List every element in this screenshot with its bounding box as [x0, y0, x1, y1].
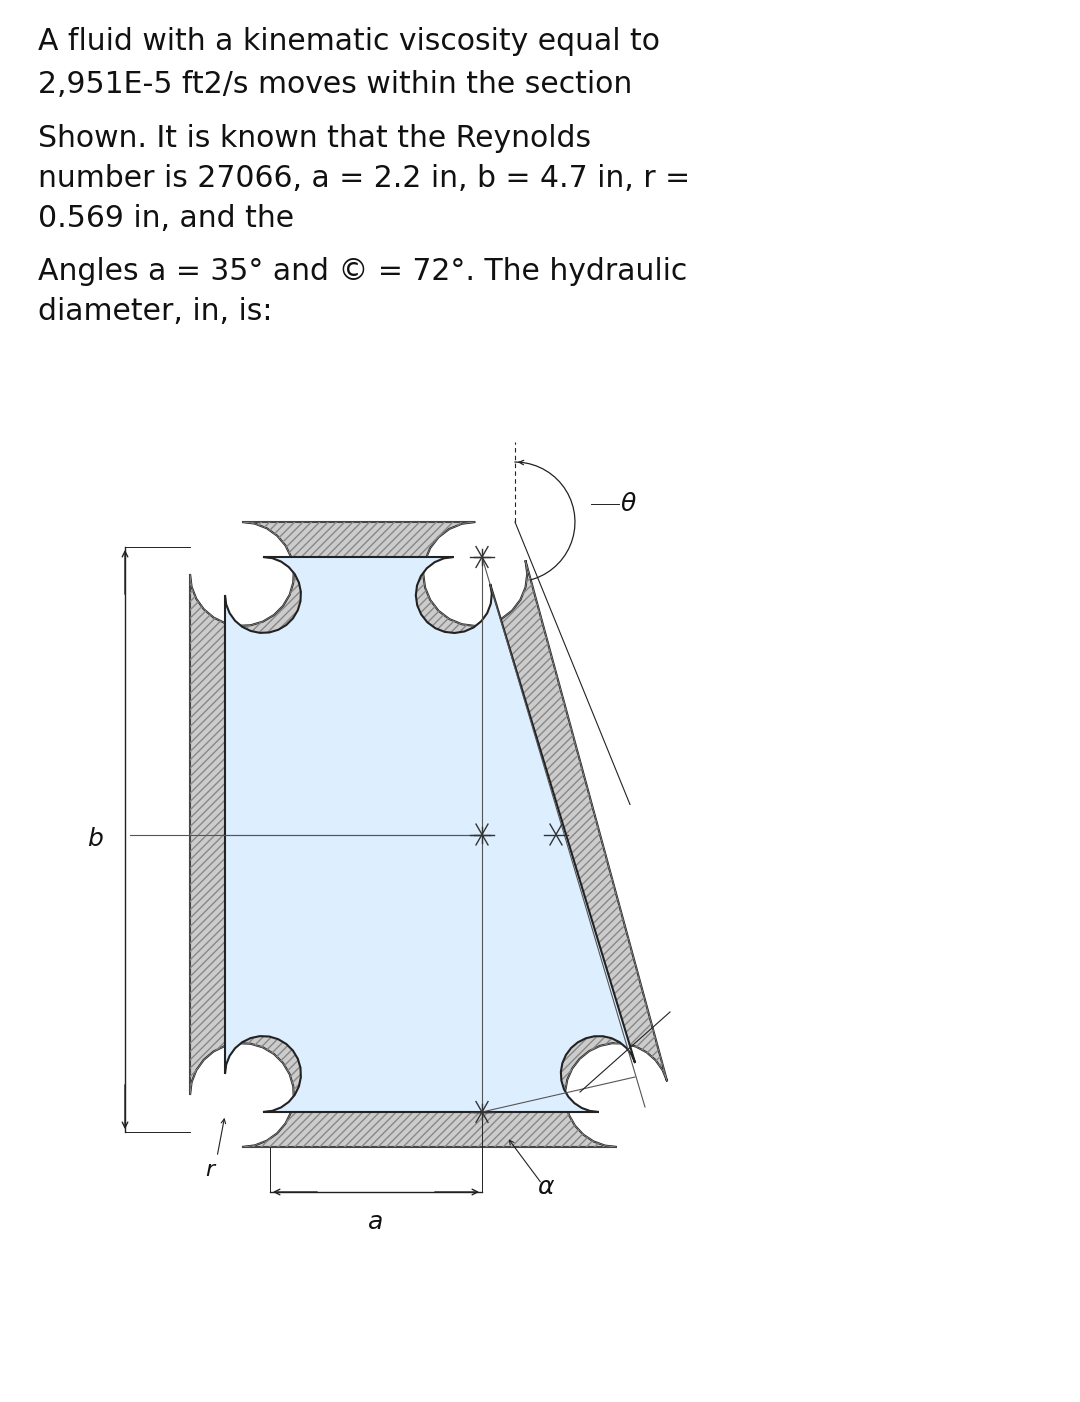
Text: A fluid with a kinematic viscosity equal to: A fluid with a kinematic viscosity equal…: [38, 27, 660, 56]
Text: Angles a = 35° and © = 72°. The hydraulic: Angles a = 35° and © = 72°. The hydrauli…: [38, 257, 687, 286]
Text: number is 27066, a = 2.2 in, b = 4.7 in, r =: number is 27066, a = 2.2 in, b = 4.7 in,…: [38, 164, 690, 193]
Text: diameter, in, is:: diameter, in, is:: [38, 297, 272, 327]
Text: 0.569 in, and the: 0.569 in, and the: [38, 205, 294, 233]
Text: Shown. It is known that the Reynolds: Shown. It is known that the Reynolds: [38, 123, 591, 153]
Text: r: r: [205, 1159, 214, 1180]
Text: 2,951E-5 ft2/s moves within the section: 2,951E-5 ft2/s moves within the section: [38, 70, 632, 100]
Text: θ: θ: [621, 492, 636, 516]
PathPatch shape: [225, 557, 635, 1112]
PathPatch shape: [190, 522, 667, 1147]
Text: α: α: [537, 1175, 554, 1199]
Text: b: b: [87, 827, 103, 851]
Text: a: a: [368, 1210, 383, 1234]
